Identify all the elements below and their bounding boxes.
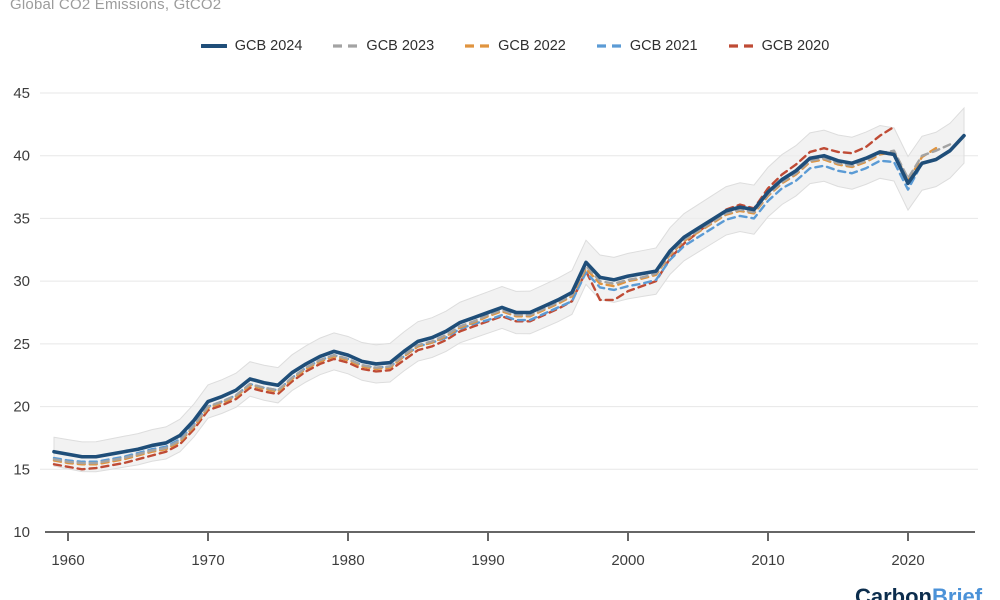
legend: GCB 2024 GCB 2023 GCB 2022 GCB 2021 GCB 2020 — [0, 38, 1000, 54]
legend-item-gcb-2022[interactable]: GCB 2022 — [464, 38, 566, 54]
y-axis-label: 25 — [13, 336, 30, 353]
legend-label: GCB 2022 — [498, 38, 566, 54]
legend-item-gcb-2024[interactable]: GCB 2024 — [200, 38, 303, 54]
series-line-gcb-2024 — [52, 133, 966, 459]
legend-label: GCB 2023 — [366, 38, 435, 54]
legend-item-gcb-2023[interactable]: GCB 2023 — [332, 38, 434, 54]
y-axis-label: 10 — [13, 524, 30, 541]
y-axis-label: 35 — [13, 210, 30, 227]
x-axis-label: 1980 — [331, 552, 364, 569]
legend-swatch-gcb-2022 — [465, 44, 490, 48]
watermark-logo[interactable]: CarbonBrief — [855, 584, 982, 600]
x-axis-label: 1990 — [471, 552, 504, 569]
uncertainty-band — [53, 106, 965, 473]
legend-swatch-gcb-2023 — [333, 44, 358, 48]
watermark-part2: Brief — [932, 584, 983, 600]
x-axis-label: 2020 — [891, 552, 924, 569]
y-axis-label: 40 — [13, 148, 30, 165]
x-axis-label: 1970 — [191, 552, 224, 569]
legend-label: GCB 2021 — [629, 38, 698, 54]
legend-item-gcb-2021[interactable]: GCB 2021 — [596, 38, 698, 54]
legend-label: GCB 2020 — [761, 38, 830, 54]
legend-swatch-gcb-2021 — [596, 44, 621, 48]
y-axis-label: 15 — [13, 461, 30, 478]
watermark-part1: Carbon — [855, 584, 932, 600]
y-axis-label: 30 — [13, 273, 30, 290]
y-axis-label: 45 — [13, 85, 30, 102]
legend-swatch-gcb-2024 — [200, 44, 227, 48]
x-axis-label: 2010 — [751, 552, 784, 569]
legend-swatch-gcb-2020 — [728, 44, 753, 48]
legend-label: GCB 2024 — [234, 38, 303, 54]
legend-item-gcb-2020[interactable]: GCB 2020 — [728, 38, 830, 54]
x-axis-label: 1960 — [51, 552, 84, 569]
x-axis-label: 2000 — [611, 552, 644, 569]
y-axis-label: 20 — [13, 399, 30, 416]
chart-title: Global CO2 Emissions, GtCO2 — [10, 0, 222, 13]
